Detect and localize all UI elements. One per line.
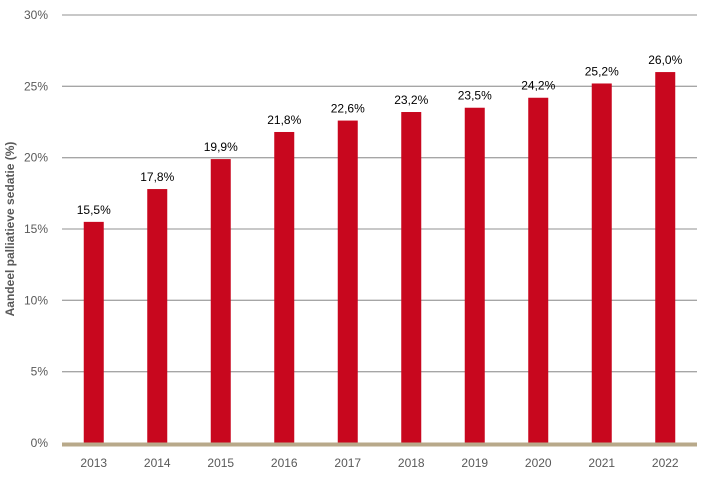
data-label: 15,5% [77, 203, 111, 217]
x-tick-label: 2015 [207, 456, 234, 470]
x-tick-label: 2013 [80, 456, 107, 470]
data-label: 22,6% [331, 102, 365, 116]
y-tick-label: 10% [24, 293, 48, 307]
x-tick-label: 2021 [588, 456, 615, 470]
data-label: 19,9% [204, 140, 238, 154]
bar [210, 159, 231, 444]
bar [591, 83, 612, 443]
y-axis-tick-labels: 0% 5% 10% 15% 20% 25% 30% [24, 8, 48, 450]
y-tick-label: 15% [24, 222, 48, 236]
bars [83, 72, 676, 444]
gridlines [62, 14, 697, 373]
y-axis-title: Aandeel palliatieve sedatie (%) [3, 142, 17, 317]
data-labels: 15,5% 17,8% 19,9% 21,8% 22,6% 23,2% 23,5% 24,2%… [77, 53, 683, 217]
x-tick-label: 2014 [144, 456, 171, 470]
data-label: 23,2% [394, 93, 428, 107]
data-label: 25,2% [585, 64, 619, 78]
x-tick-label: 2018 [398, 456, 425, 470]
x-tick-label: 2016 [271, 456, 298, 470]
bar [655, 72, 676, 444]
y-tick-label: 25% [24, 79, 48, 93]
data-label: 26,0% [648, 53, 682, 67]
y-tick-label: 0% [31, 436, 49, 450]
bar [528, 97, 549, 443]
x-axis-tick-labels: 2013 2014 2015 2016 2017 2018 2019 2020 2021 2022 [80, 456, 679, 470]
data-label: 23,5% [458, 89, 492, 103]
bar [337, 120, 358, 443]
bar [83, 221, 104, 443]
y-tick-label: 30% [24, 8, 48, 22]
x-tick-label: 2017 [334, 456, 361, 470]
y-tick-label: 5% [31, 365, 49, 379]
x-tick-label: 2019 [461, 456, 488, 470]
x-tick-label: 2022 [652, 456, 679, 470]
bar [464, 107, 485, 443]
data-label: 21,8% [267, 113, 301, 127]
bar [274, 131, 295, 443]
data-label: 24,2% [521, 79, 555, 93]
data-label: 17,8% [140, 170, 174, 184]
y-tick-label: 20% [24, 151, 48, 165]
bar [147, 189, 168, 443]
bar [401, 112, 422, 443]
x-tick-label: 2020 [525, 456, 552, 470]
